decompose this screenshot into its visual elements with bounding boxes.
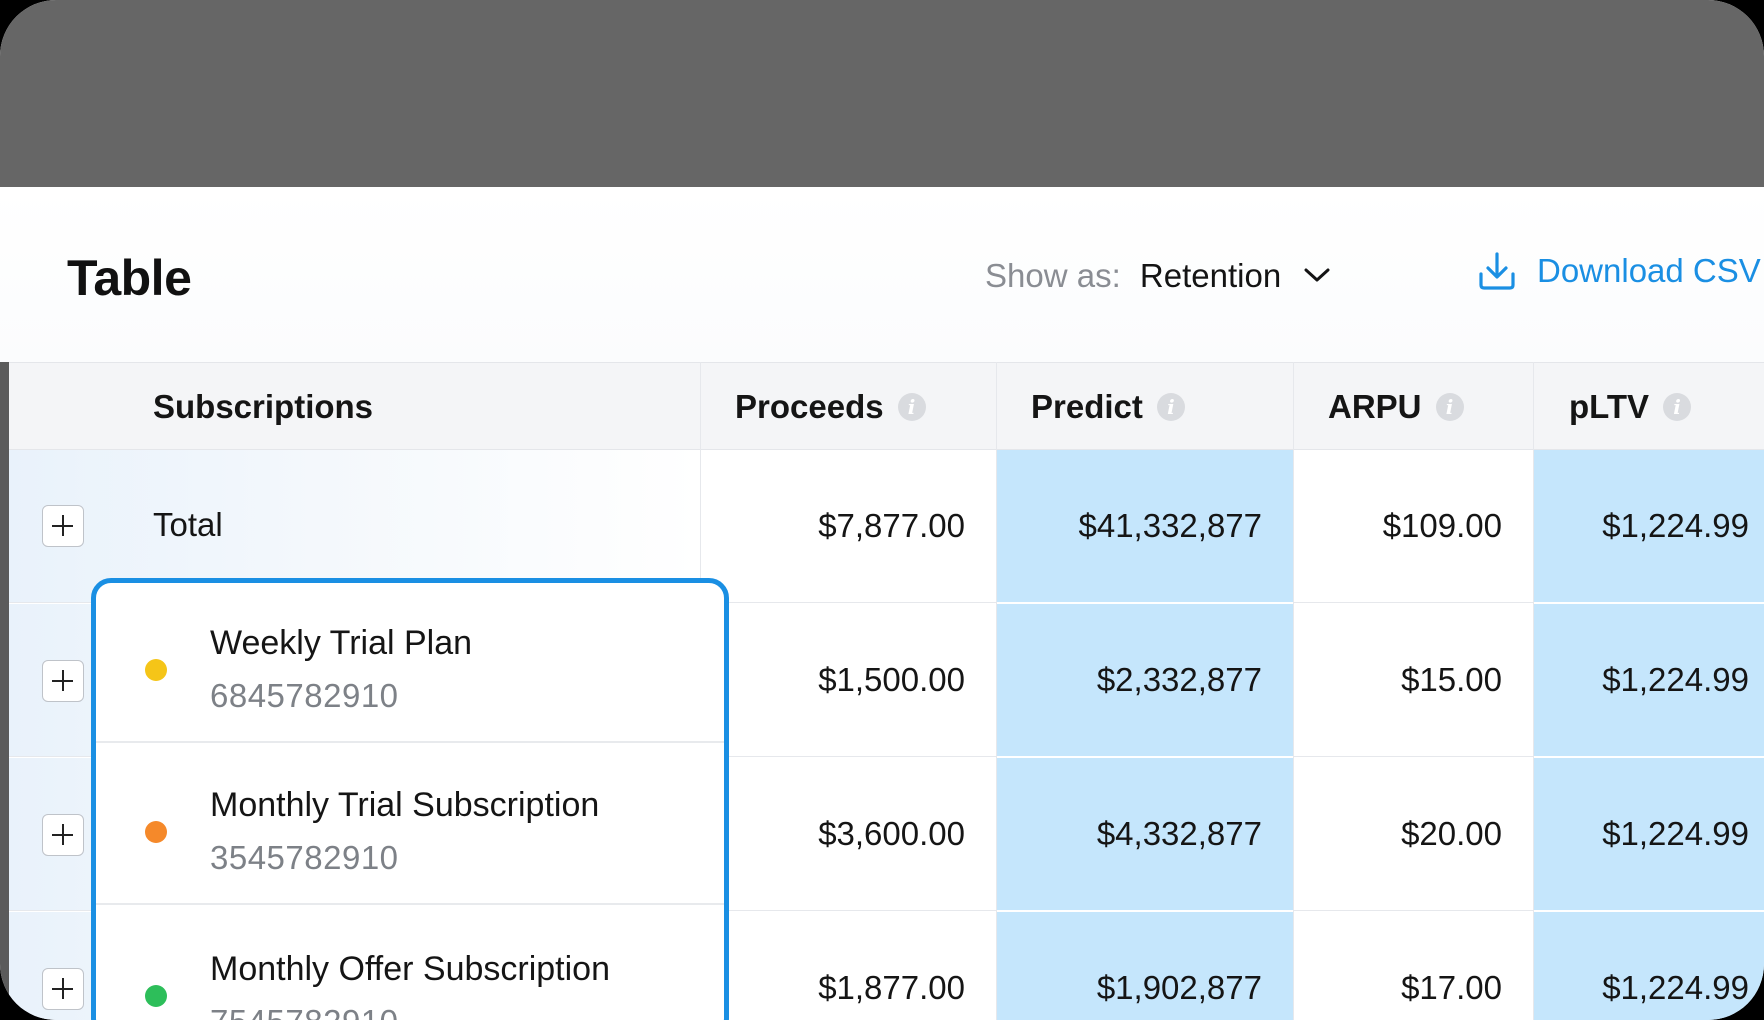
column-header-arpu: ARPU i — [1328, 363, 1464, 451]
selected-subscriptions-group[interactable]: Weekly Trial Plan 6845782910 Monthly Tri… — [91, 578, 729, 1020]
status-dot — [145, 659, 167, 681]
subscription-item[interactable]: Weekly Trial Plan 6845782910 — [96, 583, 724, 743]
cell-pltv: $1,224.99 — [1534, 758, 1764, 911]
total-label: Total — [153, 506, 223, 543]
expand-row-button[interactable] — [42, 505, 84, 547]
expand-row-button[interactable] — [42, 968, 84, 1010]
column-divider — [1533, 362, 1534, 1020]
table-head: Subscriptions Proceeds i Predict i ARPU … — [9, 362, 1764, 450]
cell-arpu: $109.00 — [1294, 450, 1533, 603]
column-header-subscriptions: Subscriptions — [153, 388, 374, 425]
subscription-id: 3545782910 — [210, 839, 399, 876]
column-divider — [1293, 362, 1294, 1020]
show-as-label: Show as: — [985, 257, 1121, 294]
expand-row-button[interactable] — [42, 814, 84, 856]
subscription-id: 7545782910 — [210, 1003, 399, 1020]
download-csv-button[interactable]: Download CSV — [1477, 251, 1761, 291]
cell-predict: $41,332,877 — [997, 450, 1293, 603]
cell-predict: $2,332,877 — [997, 604, 1293, 757]
column-header-predict: Predict i — [1031, 363, 1185, 451]
cell-arpu: $17.00 — [1294, 912, 1533, 1020]
left-edge — [0, 362, 9, 1020]
download-icon — [1479, 252, 1515, 290]
info-icon[interactable]: i — [1663, 393, 1692, 421]
subscription-name: Monthly Trial Subscription — [210, 786, 600, 824]
subscription-id: 6845782910 — [210, 677, 399, 714]
cell-proceeds: $3,600.00 — [700, 758, 996, 911]
cell-arpu: $20.00 — [1294, 758, 1533, 911]
subscription-item[interactable]: Monthly Trial Subscription 3545782910 — [96, 741, 724, 905]
cell-predict: $1,902,877 — [997, 912, 1293, 1020]
chevron-down-icon — [1304, 268, 1330, 282]
info-icon[interactable]: i — [897, 393, 926, 421]
subscription-item[interactable]: Monthly Offer Subscription 7545782910 — [96, 903, 724, 1020]
cell-pltv: $1,224.99 — [1534, 450, 1764, 603]
column-header-pltv: pLTV i — [1569, 363, 1692, 451]
column-divider — [996, 362, 997, 1020]
show-as-dropdown[interactable]: Show as: Retention — [985, 257, 1330, 295]
status-dot — [145, 985, 167, 1007]
top-bar — [0, 0, 1764, 187]
row-label-cell: Total — [9, 450, 700, 603]
table-row-total: Total $7,877.00 $41,332,877 $109.00 $1,2… — [9, 450, 1764, 603]
cell-proceeds: $1,877.00 — [700, 912, 996, 1020]
subscription-name: Monthly Offer Subscription — [210, 950, 610, 988]
cell-predict: $4,332,877 — [997, 758, 1293, 911]
cell-proceeds: $1,500.00 — [700, 604, 996, 757]
info-icon[interactable]: i — [1435, 393, 1464, 421]
expand-row-button[interactable] — [42, 660, 84, 702]
cell-proceeds: $7,877.00 — [700, 450, 996, 603]
subscription-name: Weekly Trial Plan — [210, 624, 473, 662]
cell-pltv: $1,224.99 — [1534, 604, 1764, 757]
cell-pltv: $1,224.99 — [1534, 912, 1764, 1020]
download-csv-label: Download CSV — [1537, 252, 1761, 289]
info-icon[interactable]: i — [1156, 393, 1185, 421]
column-header-proceeds: Proceeds i — [735, 363, 926, 451]
table-header-bar: Table Show as: Retention Download CSV — [0, 187, 1764, 362]
page-title: Table — [67, 250, 192, 306]
cell-arpu: $15.00 — [1294, 604, 1533, 757]
status-dot — [145, 821, 167, 843]
show-as-value: Retention — [1139, 257, 1282, 294]
